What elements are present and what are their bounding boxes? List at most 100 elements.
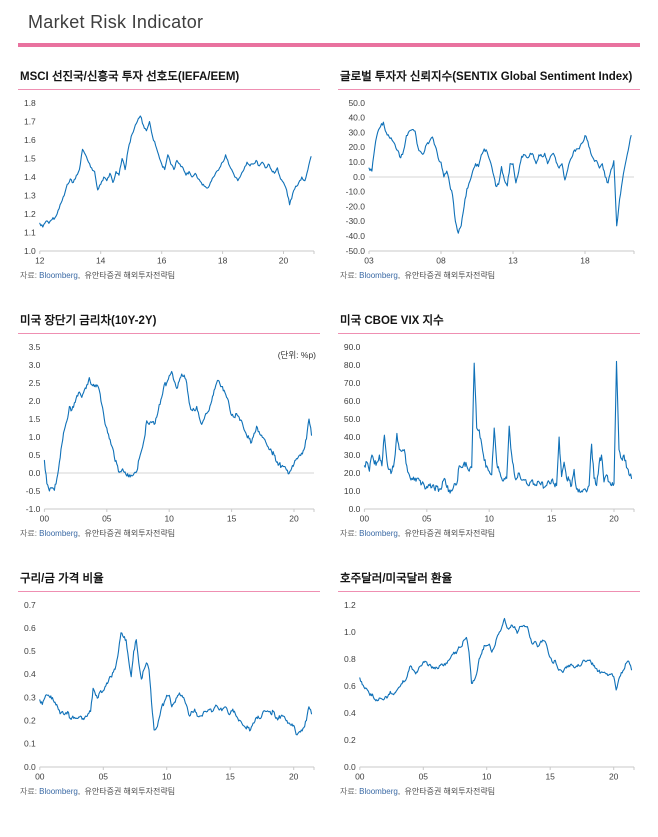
source-note: 자료: Bloomberg, 유안타증권 해외투자전략팀 xyxy=(20,786,320,797)
source-note: 자료: Bloomberg, 유안타증권 해외투자전략팀 xyxy=(340,786,640,797)
source-team: , 유안타증권 해외투자전략팀 xyxy=(397,787,496,796)
msci-preference-line-chart: 1.8 1.7 1.6 1.5 1.4 1.3 1.2 1.1 1.012 14 16 18 20 xyxy=(24,98,315,266)
svg-text:10: 10 xyxy=(482,772,492,782)
svg-text:18: 18 xyxy=(218,256,228,266)
svg-text:50.0: 50.0 xyxy=(344,414,361,424)
svg-text:1.4: 1.4 xyxy=(24,172,36,182)
svg-text:0.4: 0.4 xyxy=(344,708,356,718)
svg-text:1.1: 1.1 xyxy=(24,227,36,237)
chart-title: 구리/금 가격 비율 xyxy=(20,573,104,585)
source-prefix: 자료: xyxy=(20,529,40,538)
svg-text:40.0: 40.0 xyxy=(344,432,361,442)
svg-text:40.0: 40.0 xyxy=(348,113,365,123)
source-note: 자료: Bloomberg, 유안타증권 해외투자전략팀 xyxy=(20,528,320,539)
chart-title: 호주달러/미국달러 환율 xyxy=(340,573,453,585)
svg-text:0.0: 0.0 xyxy=(353,172,365,182)
svg-text:1.0: 1.0 xyxy=(29,432,41,442)
source-prefix: 자료: xyxy=(20,787,40,796)
svg-text:05: 05 xyxy=(99,772,109,782)
chart-block-copper-gold: 구리/금 가격 비율 0.7 0.6 0.5 0.4 0.3 0.2 0.1 0.0 00 05 1… xyxy=(18,573,320,797)
svg-text:0.8: 0.8 xyxy=(344,654,356,664)
svg-text:-40.0: -40.0 xyxy=(346,231,366,241)
svg-text:20.0: 20.0 xyxy=(344,468,361,478)
svg-text:0.2: 0.2 xyxy=(344,735,356,745)
plot-area: 0.7 0.6 0.5 0.4 0.3 0.2 0.1 0.0 00 05 10 15 20 xyxy=(18,598,320,784)
svg-text:1.2: 1.2 xyxy=(24,209,36,219)
svg-text:1.3: 1.3 xyxy=(24,190,36,200)
svg-text:05: 05 xyxy=(102,514,112,524)
svg-text:20: 20 xyxy=(289,772,299,782)
svg-text:50.0: 50.0 xyxy=(348,98,365,108)
svg-text:1.0: 1.0 xyxy=(344,627,356,637)
source-team: , 유안타증권 해외투자전략팀 xyxy=(77,271,176,280)
svg-text:0.7: 0.7 xyxy=(24,600,36,610)
svg-text:1.6: 1.6 xyxy=(24,135,36,145)
svg-text:10.0: 10.0 xyxy=(348,157,365,167)
svg-text:20: 20 xyxy=(279,256,289,266)
svg-text:15: 15 xyxy=(227,514,237,524)
title-accent-rule xyxy=(18,43,640,47)
svg-text:20: 20 xyxy=(609,772,619,782)
chart-title: 미국 CBOE VIX 지수 xyxy=(340,315,444,327)
svg-text:60.0: 60.0 xyxy=(344,396,361,406)
svg-text:70.0: 70.0 xyxy=(344,378,361,388)
audusd-line-chart: 1.2 1.0 0.8 0.6 0.4 0.2 0.000 05 10 15 20 xyxy=(344,600,635,782)
svg-text:03: 03 xyxy=(364,256,374,266)
svg-text:90.0: 90.0 xyxy=(344,342,361,352)
svg-text:0.5: 0.5 xyxy=(29,450,41,460)
svg-text:0.0: 0.0 xyxy=(24,762,36,772)
svg-text:10: 10 xyxy=(164,514,174,524)
svg-text:14: 14 xyxy=(96,256,106,266)
chart-block-msci-preference: MSCI 선진국/신흥국 투자 선호도(IEFA/EEM) 1.8 1.7 1.6 1… xyxy=(18,71,320,281)
source-bloomberg: Bloomberg xyxy=(359,271,398,280)
yield-spread-line-chart: 3.5 3.0 2.5 2.0 1.5 1.0 0.5 0.0 -0.5 -1.000 05 10 15… xyxy=(26,342,315,524)
unit-label: (단위: %p) xyxy=(277,350,316,360)
svg-text:80.0: 80.0 xyxy=(344,360,361,370)
svg-text:1.8: 1.8 xyxy=(24,98,36,108)
svg-text:15: 15 xyxy=(547,514,557,524)
svg-text:13: 13 xyxy=(508,256,518,266)
chart-title: MSCI 선진국/신흥국 투자 선호도(IEFA/EEM) xyxy=(20,71,240,83)
sentix-line-chart: 50.0 40.0 30.0 20.0 10.0 0.0 -10.0 -20.0 -30.0 -4… xyxy=(346,98,635,266)
chart-block-audusd: 호주달러/미국달러 환율 1.2 1.0 0.8 0.6 0.4 0.2 0.0 00 05 10… xyxy=(338,573,640,797)
chart-header: 글로벌 투자자 신뢰지수(SENTIX Global Sentiment Ind… xyxy=(338,71,640,90)
svg-text:1.2: 1.2 xyxy=(344,600,356,610)
source-prefix: 자료: xyxy=(340,787,360,796)
svg-text:10: 10 xyxy=(484,514,494,524)
chart-header: 미국 CBOE VIX 지수 xyxy=(338,315,640,334)
svg-text:0.5: 0.5 xyxy=(24,646,36,656)
source-prefix: 자료: xyxy=(340,529,360,538)
source-team: , 유안타증권 해외투자전략팀 xyxy=(397,271,496,280)
svg-text:1.7: 1.7 xyxy=(24,116,36,126)
chart-header: 구리/금 가격 비율 xyxy=(18,573,320,592)
svg-text:1.0: 1.0 xyxy=(24,246,36,256)
source-bloomberg: Bloomberg xyxy=(359,529,398,538)
source-prefix: 자료: xyxy=(20,271,40,280)
svg-text:0.0: 0.0 xyxy=(344,762,356,772)
svg-text:-10.0: -10.0 xyxy=(346,187,366,197)
source-team: , 유안타증권 해외투자전략팀 xyxy=(397,529,496,538)
svg-text:3.5: 3.5 xyxy=(29,342,41,352)
svg-text:00: 00 xyxy=(360,514,370,524)
svg-text:08: 08 xyxy=(436,256,446,266)
svg-text:00: 00 xyxy=(35,772,45,782)
vix-line-chart: 90.080.070.060.050.040.030.020.010.00.00… xyxy=(344,342,635,524)
plot-area: 1.8 1.7 1.6 1.5 1.4 1.3 1.2 1.1 1.0 12 14 16 18 20 xyxy=(18,96,320,268)
svg-text:16: 16 xyxy=(157,256,167,266)
svg-text:-0.5: -0.5 xyxy=(26,486,41,496)
svg-text:15: 15 xyxy=(545,772,555,782)
svg-text:2.5: 2.5 xyxy=(29,378,41,388)
svg-text:00: 00 xyxy=(355,772,365,782)
source-team: , 유안타증권 해외투자전략팀 xyxy=(77,787,176,796)
plot-area: (단위: %p) 3.5 3.0 2.5 2.0 1.5 1.0 0.5 0.0 -0.5 -1.… xyxy=(18,340,320,526)
svg-text:3.0: 3.0 xyxy=(29,360,41,370)
svg-text:-30.0: -30.0 xyxy=(346,216,366,226)
plot-area: 50.0 40.0 30.0 20.0 10.0 0.0 -10.0 -20.0 -30.0 -4… xyxy=(338,96,640,268)
svg-text:10: 10 xyxy=(162,772,172,782)
chart-header: MSCI 선진국/신흥국 투자 선호도(IEFA/EEM) xyxy=(18,71,320,90)
source-note: 자료: Bloomberg, 유안타증권 해외투자전략팀 xyxy=(340,270,640,281)
chart-block-yield-spread: 미국 장단기 금리차(10Y-2Y) (단위: %p) 3.5 3.0 2.5 2.0… xyxy=(18,315,320,539)
chart-title: 글로벌 투자자 신뢰지수(SENTIX Global Sentiment Ind… xyxy=(340,71,633,83)
svg-text:0.6: 0.6 xyxy=(24,623,36,633)
